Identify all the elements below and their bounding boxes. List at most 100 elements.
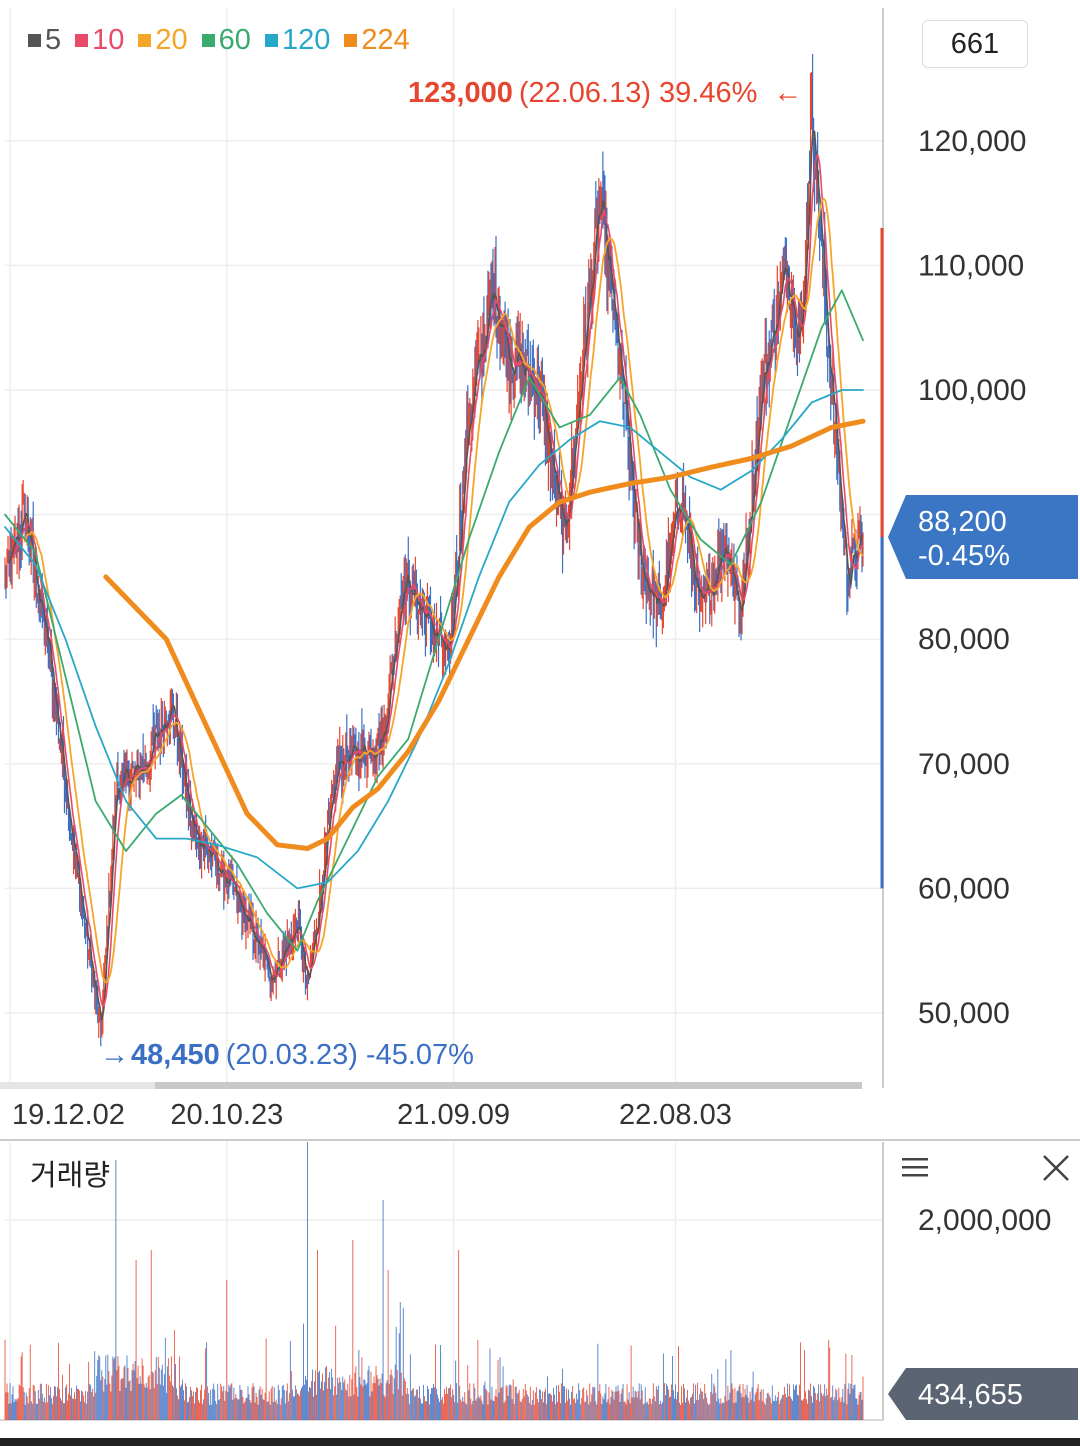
volume-bar bbox=[79, 1390, 81, 1420]
candle-body bbox=[337, 757, 339, 772]
volume-bar bbox=[804, 1350, 805, 1420]
candle-body bbox=[311, 957, 312, 959]
legend-label: 20 bbox=[155, 24, 188, 56]
volume-bar bbox=[190, 1386, 191, 1420]
candle-body bbox=[808, 187, 809, 217]
candle-body bbox=[333, 787, 335, 792]
candle-body bbox=[38, 598, 40, 605]
volume-bar bbox=[164, 1337, 166, 1420]
candle-body bbox=[401, 599, 403, 605]
candle-body bbox=[573, 438, 575, 471]
candle-body bbox=[169, 692, 171, 725]
volume-bar bbox=[703, 1398, 705, 1420]
candle-body bbox=[640, 551, 642, 588]
volume-bar bbox=[836, 1390, 838, 1420]
volume-bar bbox=[462, 1397, 464, 1420]
volume-bar bbox=[384, 1397, 386, 1420]
close-icon[interactable] bbox=[1038, 1150, 1074, 1186]
volume-bar bbox=[305, 1376, 306, 1420]
volume-bar bbox=[55, 1386, 56, 1420]
price-chart[interactable]: 120,000110,000100,00080,00070,00060,0005… bbox=[0, 0, 1080, 1142]
candle-body bbox=[762, 378, 764, 399]
volume-bar bbox=[344, 1379, 346, 1420]
legend-item-ma60[interactable]: 60 bbox=[201, 22, 251, 58]
legend-item-ma10[interactable]: 10 bbox=[75, 22, 124, 58]
low-annotation: →48,450 (20.03.23) -45.07% bbox=[100, 1039, 474, 1071]
candle-body bbox=[761, 369, 763, 396]
volume-bar bbox=[580, 1404, 582, 1420]
volume-bar bbox=[662, 1353, 664, 1420]
volume-bar bbox=[771, 1385, 773, 1420]
volume-bar bbox=[396, 1369, 398, 1420]
volume-bar bbox=[381, 1373, 383, 1420]
volume-bar bbox=[111, 1375, 113, 1420]
volume-tick-label: 2,000,000 bbox=[918, 1204, 1051, 1237]
candle-body bbox=[719, 540, 721, 562]
volume-bar bbox=[272, 1401, 274, 1420]
ma-legend[interactable]: 5 10 20 60 120 224 bbox=[28, 22, 410, 58]
volume-bar bbox=[280, 1398, 282, 1420]
candle-body bbox=[633, 489, 635, 524]
candle-body bbox=[628, 455, 630, 473]
candle-body bbox=[286, 936, 288, 956]
volume-bar bbox=[809, 1390, 810, 1420]
volume-bar bbox=[476, 1398, 478, 1420]
legend-item-ma224[interactable]: 224 bbox=[344, 22, 410, 58]
volume-bar bbox=[89, 1383, 91, 1420]
volume-bar bbox=[604, 1393, 606, 1420]
volume-bar bbox=[76, 1385, 77, 1420]
candle-body bbox=[723, 548, 725, 563]
volume-bar bbox=[387, 1270, 389, 1420]
volume-bar bbox=[537, 1402, 539, 1420]
candle-body bbox=[668, 544, 669, 598]
candle-body bbox=[80, 895, 82, 900]
legend-item-ma5[interactable]: 5 bbox=[28, 22, 61, 58]
volume-bar bbox=[78, 1388, 80, 1420]
volume-bar bbox=[790, 1396, 791, 1420]
candle-body bbox=[562, 518, 563, 552]
volume-bar bbox=[374, 1383, 376, 1420]
volume-bar bbox=[318, 1372, 319, 1420]
volume-bar bbox=[141, 1358, 143, 1420]
volume-bar bbox=[119, 1391, 121, 1420]
candle-body bbox=[825, 290, 827, 310]
candle-body bbox=[590, 272, 592, 302]
volume-bar bbox=[251, 1387, 253, 1420]
volume-bar bbox=[410, 1390, 412, 1420]
volume-bar bbox=[382, 1200, 384, 1420]
menu-icon[interactable] bbox=[898, 1152, 934, 1184]
candle-body bbox=[114, 791, 116, 829]
volume-bar bbox=[488, 1392, 490, 1420]
volume-bar bbox=[548, 1393, 549, 1420]
volume-bar bbox=[308, 1391, 309, 1420]
ma20-line bbox=[23, 197, 864, 984]
volume-bar bbox=[64, 1403, 65, 1420]
legend-swatch bbox=[201, 33, 215, 47]
volume-bar bbox=[118, 1365, 120, 1420]
volume-bar bbox=[240, 1389, 242, 1420]
legend-item-ma120[interactable]: 120 bbox=[264, 22, 330, 58]
volume-bar bbox=[722, 1402, 724, 1420]
volume-bar bbox=[110, 1391, 112, 1420]
candle-body bbox=[490, 286, 492, 308]
volume-bar bbox=[258, 1389, 260, 1420]
volume-bar bbox=[359, 1376, 361, 1420]
volume-bar bbox=[250, 1402, 252, 1420]
volume-bar bbox=[704, 1384, 706, 1420]
candle-body bbox=[618, 365, 620, 375]
volume-bar bbox=[226, 1280, 228, 1420]
volume-bar bbox=[392, 1393, 394, 1420]
legend-item-ma20[interactable]: 20 bbox=[138, 22, 188, 58]
candle-body bbox=[770, 338, 772, 340]
candle-body bbox=[677, 492, 678, 515]
volume-bar bbox=[645, 1402, 647, 1420]
candle-count-box[interactable]: 661 bbox=[922, 20, 1028, 68]
candle-body bbox=[98, 1010, 100, 1024]
volume-bar bbox=[411, 1389, 413, 1420]
candle-body bbox=[120, 791, 122, 803]
volume-bar bbox=[527, 1396, 529, 1420]
volume-bar bbox=[191, 1390, 192, 1420]
candle-body bbox=[78, 876, 80, 878]
volume-bar bbox=[778, 1403, 780, 1420]
